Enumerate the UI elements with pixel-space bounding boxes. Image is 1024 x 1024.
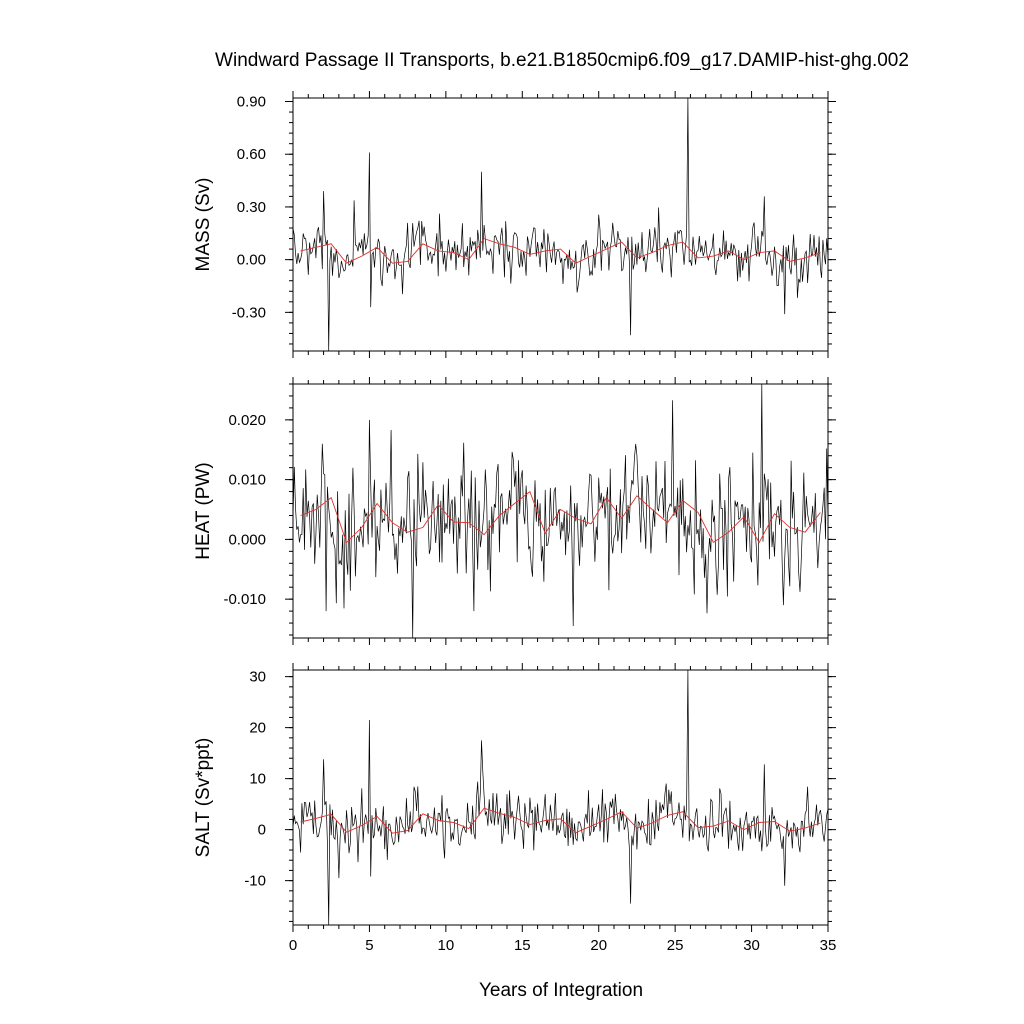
salt-y-tick-label: 30 bbox=[249, 669, 266, 686]
salt-panel: 30 20 10 0 -10 SALT (Sv*ppt) 0 5 10 15 20 25 30 35 bbox=[193, 663, 836, 954]
heat-panel: 0.020 0.010 0.000 -0.010 HEAT (PW) bbox=[193, 377, 836, 645]
x-tick-label: 25 bbox=[667, 937, 684, 954]
mass-y-axis-title: MASS (Sv) bbox=[193, 178, 214, 272]
mass-y-tick-label: 0.60 bbox=[237, 146, 266, 163]
heat-y-tick-label: 0.020 bbox=[228, 412, 266, 429]
salt-plot-frame bbox=[292, 669, 829, 926]
heat-y-axis-title: HEAT (PW) bbox=[193, 462, 214, 559]
salt-y-tick-label: 0 bbox=[258, 822, 266, 839]
heat-y-tick-label: 0.000 bbox=[228, 531, 266, 548]
heat-annual-mean-line bbox=[300, 490, 821, 544]
salt-annual-mean-line bbox=[300, 807, 821, 834]
salt-y-tick-label: 20 bbox=[249, 720, 266, 737]
mass-monthly-line bbox=[292, 97, 829, 352]
x-tick-label: 10 bbox=[438, 937, 455, 954]
x-tick-label: 5 bbox=[365, 937, 373, 954]
salt-y-tick-label: -10 bbox=[244, 873, 266, 890]
x-tick-label: 30 bbox=[743, 937, 760, 954]
heat-y-tick-label: -0.010 bbox=[223, 591, 266, 608]
mass-plot-frame bbox=[292, 97, 829, 352]
x-axis-title: Years of Integration bbox=[479, 980, 643, 1001]
x-tick-label: 15 bbox=[514, 937, 531, 954]
salt-y-axis-title: SALT (Sv*ppt) bbox=[193, 738, 214, 858]
x-tick-label: 20 bbox=[590, 937, 607, 954]
mass-y-tick-label: 0.00 bbox=[237, 252, 266, 269]
mass-y-tick-label: 0.30 bbox=[237, 199, 266, 216]
x-tick-label: 0 bbox=[289, 937, 297, 954]
mass-panel: 0.90 0.60 0.30 0.00 -0.30 MASS (Sv) bbox=[193, 91, 836, 358]
heat-y-tick-label: 0.010 bbox=[228, 472, 266, 489]
chart-title: Windward Passage II Transports, b.e21.B1… bbox=[215, 50, 909, 71]
x-tick-label: 35 bbox=[820, 937, 837, 954]
mass-y-tick-label: -0.30 bbox=[232, 304, 266, 321]
heat-monthly-line bbox=[292, 383, 829, 639]
mass-annual-mean-line bbox=[300, 238, 821, 264]
mass-y-tick-label: 0.90 bbox=[237, 94, 266, 111]
salt-y-tick-label: 10 bbox=[249, 771, 266, 788]
salt-monthly-line bbox=[292, 669, 829, 926]
